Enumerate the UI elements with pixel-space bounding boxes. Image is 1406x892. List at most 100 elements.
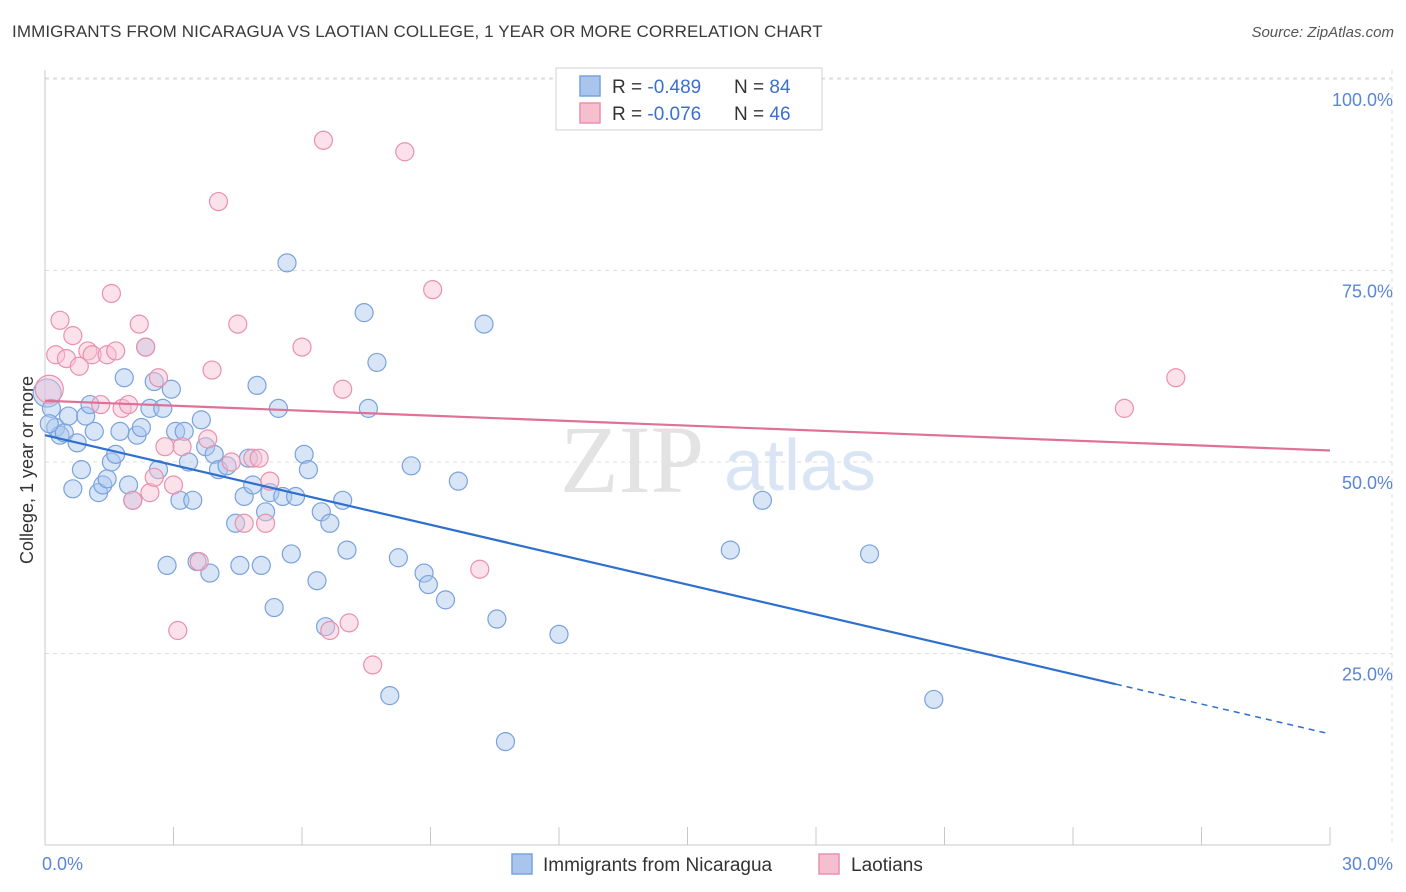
- point-blue-47: [247, 375, 267, 395]
- legend-row-2: R = -0.076: [612, 104, 701, 125]
- point-pink-17: [140, 483, 160, 503]
- point-blue-68: [380, 686, 400, 706]
- trend-lines: [44, 399, 1331, 735]
- point-pink-25: [198, 429, 218, 449]
- point-blue-36: [191, 410, 211, 430]
- point-blue-22: [131, 417, 151, 438]
- y-tick-label-3: 100.0%: [1332, 90, 1393, 110]
- legend-n-label-1: N =: [734, 77, 769, 98]
- point-blue-8: [71, 460, 92, 480]
- point-pink-4: [63, 326, 83, 346]
- legend-n-label-2: N =: [734, 104, 769, 125]
- point-blue-72: [418, 574, 438, 595]
- trend-line-blue-extension: [1115, 683, 1331, 735]
- point-blue-56: [285, 486, 306, 507]
- point-blue-6: [63, 479, 83, 499]
- point-pink-2: [50, 310, 70, 330]
- point-pink-11: [106, 341, 126, 361]
- point-pink-18: [144, 467, 164, 487]
- point-blue-17: [110, 421, 130, 441]
- point-blue-54: [277, 253, 297, 273]
- grid-lines: [45, 70, 1393, 845]
- chart-source: Source: ZipAtlas.com: [1251, 24, 1394, 41]
- point-pink-1: [46, 345, 66, 365]
- point-blue-27: [153, 398, 173, 418]
- point-blue-10: [80, 394, 100, 415]
- series-legend-swatch-blue: [511, 853, 533, 875]
- point-blue-55: [281, 544, 301, 564]
- legend-row-2-n: N = 46: [734, 104, 791, 125]
- legend-n-value-1: 84: [769, 77, 791, 98]
- point-blue-70: [401, 456, 421, 476]
- point-blue-69: [388, 548, 408, 568]
- trend-line-pink: [44, 399, 1331, 452]
- point-pink-24: [189, 551, 209, 572]
- y-tick-label-2: 75.0%: [1342, 282, 1393, 302]
- point-pink-39: [339, 613, 359, 633]
- point-pink-19: [148, 368, 169, 388]
- watermark-atlas: atlas: [724, 426, 876, 506]
- data-points: [32, 130, 1186, 752]
- point-pink-29: [228, 314, 248, 334]
- y-tick-labels: 25.0% 50.0% 75.0% 100.0%: [1332, 90, 1393, 685]
- legend-row-1: R = -0.489: [612, 77, 701, 98]
- point-pink-31: [243, 448, 263, 468]
- axes: [44, 70, 1331, 846]
- point-blue-43: [230, 555, 250, 576]
- point-pink-33: [255, 513, 276, 533]
- series-legend-label-blue: Immigrants from Nicaragua: [543, 855, 773, 876]
- point-blue-77: [495, 731, 516, 752]
- y-tick-label-1: 50.0%: [1342, 473, 1393, 493]
- point-pink-35: [292, 337, 312, 357]
- point-blue-71: [414, 563, 434, 583]
- point-blue-65: [354, 303, 374, 323]
- point-pink-27: [208, 191, 229, 212]
- legend-r-label-2: R =: [612, 104, 647, 125]
- point-blue-59: [307, 571, 327, 591]
- trend-line-blue: [44, 434, 1117, 686]
- point-pink-23: [172, 437, 192, 457]
- y-axis-label: College, 1 year or more: [17, 376, 37, 564]
- point-pink-42: [423, 280, 443, 300]
- legend-swatch-blue: [579, 75, 601, 97]
- legend-r-value-1: -0.489: [647, 77, 701, 98]
- point-blue-80: [752, 490, 773, 510]
- point-blue-19: [118, 475, 139, 495]
- point-blue-79: [720, 540, 740, 560]
- point-pink-30: [234, 513, 254, 533]
- point-pink-8: [91, 394, 111, 415]
- point-pink-7: [82, 345, 102, 365]
- point-blue-75: [474, 314, 494, 334]
- legend-swatch-pink: [579, 102, 601, 124]
- point-pink-45: [1166, 368, 1186, 388]
- point-pink-21: [163, 475, 184, 495]
- point-pink-5: [69, 356, 89, 376]
- point-blue-49: [255, 502, 276, 522]
- point-pink-0: [34, 374, 64, 404]
- point-blue-57: [294, 444, 314, 464]
- point-pink-43: [470, 559, 490, 579]
- point-blue-18: [114, 368, 134, 388]
- point-blue-78: [549, 624, 569, 644]
- point-pink-15: [129, 314, 149, 334]
- point-blue-58: [298, 460, 319, 480]
- point-blue-5: [58, 406, 79, 426]
- point-pink-10: [101, 283, 121, 304]
- point-pink-16: [136, 337, 156, 357]
- legend-n-value-2: 46: [769, 104, 790, 125]
- point-blue-81: [859, 544, 880, 564]
- series-legend-swatch-pink: [818, 853, 840, 875]
- point-blue-48: [251, 555, 271, 576]
- point-blue-82: [924, 689, 944, 710]
- legend-row-1-n: N = 84: [734, 77, 791, 98]
- point-blue-74: [448, 471, 468, 491]
- x-tick-label-0: 0.0%: [42, 854, 83, 874]
- point-blue-66: [358, 398, 378, 418]
- point-blue-34: [183, 490, 203, 510]
- point-pink-41: [395, 142, 415, 162]
- point-pink-22: [168, 620, 188, 641]
- point-pink-38: [333, 379, 353, 399]
- series-legend: Immigrants from Nicaragua Laotians: [511, 853, 923, 876]
- point-pink-32: [249, 448, 269, 468]
